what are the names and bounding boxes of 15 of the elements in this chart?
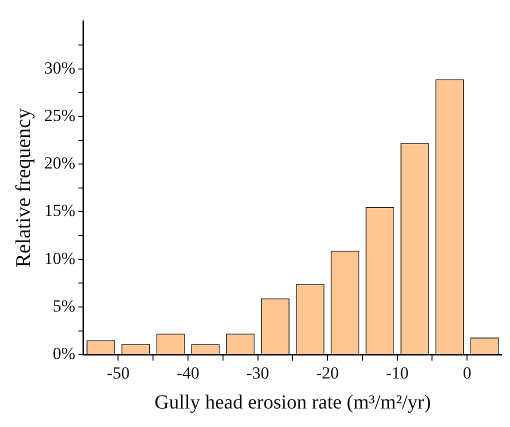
x-tick-label: 0	[462, 363, 472, 382]
x-tick-label: -50	[106, 363, 130, 382]
x-tick-label: -40	[176, 363, 200, 382]
y-tick-label: 25%	[44, 106, 76, 125]
y-axis-title: Relative frequency	[11, 108, 36, 268]
y-tick-label: 15%	[44, 201, 76, 220]
y-tick-label: 30%	[44, 58, 76, 78]
y-tick-label: 20%	[44, 154, 76, 173]
y-tick-label: 10%	[44, 248, 76, 268]
x-tick-label: -20	[316, 363, 339, 382]
x-tick-label: -30	[246, 363, 270, 382]
x-axis-title: Gully head erosion rate (m³/m²/yr)	[154, 391, 431, 414]
x-tick-label: -10	[386, 363, 409, 382]
y-tick-label: 0%	[52, 344, 76, 364]
y-tick-label: 5%	[52, 296, 76, 316]
